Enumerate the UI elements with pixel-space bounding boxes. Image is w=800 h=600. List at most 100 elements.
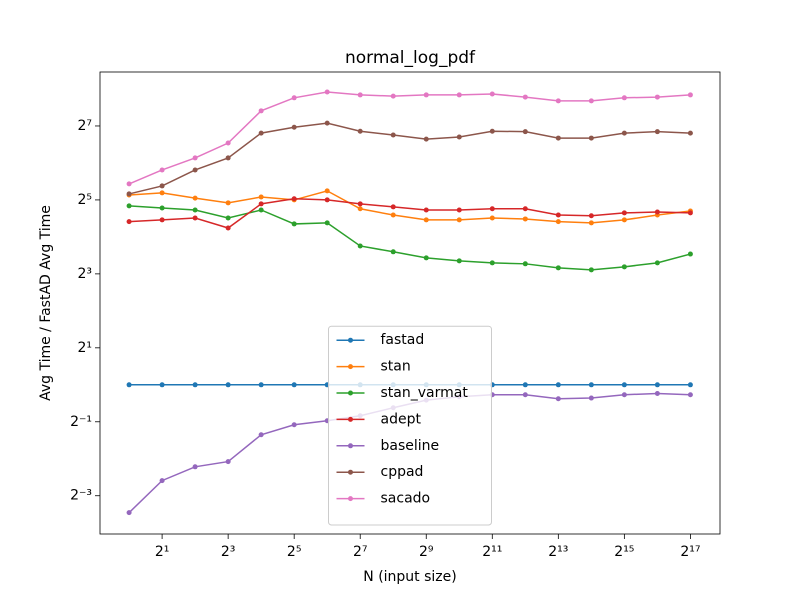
point xyxy=(357,206,363,212)
point xyxy=(423,255,429,261)
point xyxy=(489,215,495,221)
point xyxy=(357,243,363,249)
point xyxy=(687,210,693,216)
point xyxy=(258,108,264,114)
y-tick-label: 2³ xyxy=(77,266,92,282)
legend-label: cppad xyxy=(381,464,424,480)
y-tick-label: 2⁻³ xyxy=(70,488,92,504)
x-tick-label: 2⁷ xyxy=(353,544,368,560)
point xyxy=(258,207,264,213)
point xyxy=(225,155,231,161)
point xyxy=(654,209,660,215)
point xyxy=(258,432,264,438)
series-line xyxy=(129,190,691,224)
point xyxy=(390,204,396,210)
point xyxy=(258,201,264,207)
point xyxy=(522,216,528,222)
point xyxy=(621,392,627,398)
legend-marker xyxy=(348,364,353,370)
point xyxy=(621,382,627,388)
point xyxy=(126,219,132,225)
point xyxy=(126,510,132,516)
point xyxy=(555,219,561,225)
legend-marker xyxy=(348,416,353,422)
point xyxy=(159,183,165,189)
point xyxy=(489,128,495,134)
legend-label: stan_varmat xyxy=(381,385,469,401)
point xyxy=(588,213,594,219)
point xyxy=(522,261,528,267)
point xyxy=(654,382,660,388)
chart-title: normal_log_pdf xyxy=(345,48,476,68)
point xyxy=(126,382,132,388)
plot-frame xyxy=(99,71,721,535)
point xyxy=(225,215,231,221)
point xyxy=(159,167,165,173)
x-tick-label: 2⁵ xyxy=(287,544,302,560)
point xyxy=(588,267,594,273)
legend-label: adept xyxy=(381,411,422,427)
y-tick-label: 2⁵ xyxy=(77,192,92,208)
point xyxy=(588,382,594,388)
legend-marker xyxy=(348,496,353,502)
point xyxy=(126,191,132,197)
point xyxy=(324,188,330,194)
point xyxy=(489,91,495,97)
point xyxy=(192,195,198,201)
point xyxy=(588,395,594,401)
point xyxy=(555,265,561,271)
legend-box xyxy=(328,325,492,526)
x-tick-label: 2¹⁷ xyxy=(680,544,700,560)
point xyxy=(522,392,528,398)
legend-label: sacado xyxy=(381,491,431,507)
point xyxy=(621,264,627,270)
point xyxy=(192,464,198,470)
point xyxy=(555,98,561,104)
point xyxy=(192,207,198,213)
x-tick-label: 2⁹ xyxy=(419,544,434,560)
point xyxy=(357,128,363,134)
y-tick-label: 2¹ xyxy=(77,340,92,356)
point xyxy=(621,130,627,136)
point xyxy=(687,92,693,98)
legend-marker xyxy=(348,469,353,475)
point xyxy=(522,129,528,135)
point xyxy=(522,206,528,212)
point xyxy=(192,155,198,161)
point xyxy=(555,212,561,218)
point xyxy=(456,217,462,223)
legend-marker xyxy=(348,337,353,343)
point xyxy=(390,249,396,255)
point xyxy=(258,194,264,200)
y-tick-label: 2⁷ xyxy=(77,118,92,134)
point xyxy=(588,135,594,141)
point xyxy=(291,196,297,202)
point xyxy=(291,382,297,388)
point xyxy=(324,197,330,203)
point xyxy=(555,135,561,141)
point xyxy=(654,390,660,396)
point xyxy=(225,459,231,465)
point xyxy=(324,220,330,226)
legend-label: baseline xyxy=(381,438,440,454)
x-tick-label: 2¹³ xyxy=(548,544,568,560)
point xyxy=(159,190,165,196)
point xyxy=(390,212,396,218)
legend-marker xyxy=(348,390,353,396)
point xyxy=(357,92,363,98)
point xyxy=(456,134,462,140)
x-tick-label: 2¹¹ xyxy=(482,544,502,560)
point xyxy=(654,94,660,100)
y-tick-label: 2⁻¹ xyxy=(70,414,92,430)
point xyxy=(654,129,660,135)
point xyxy=(258,130,264,136)
point xyxy=(225,200,231,206)
point xyxy=(588,98,594,104)
point xyxy=(687,130,693,136)
point xyxy=(159,478,165,484)
point xyxy=(225,140,231,146)
point xyxy=(225,225,231,231)
